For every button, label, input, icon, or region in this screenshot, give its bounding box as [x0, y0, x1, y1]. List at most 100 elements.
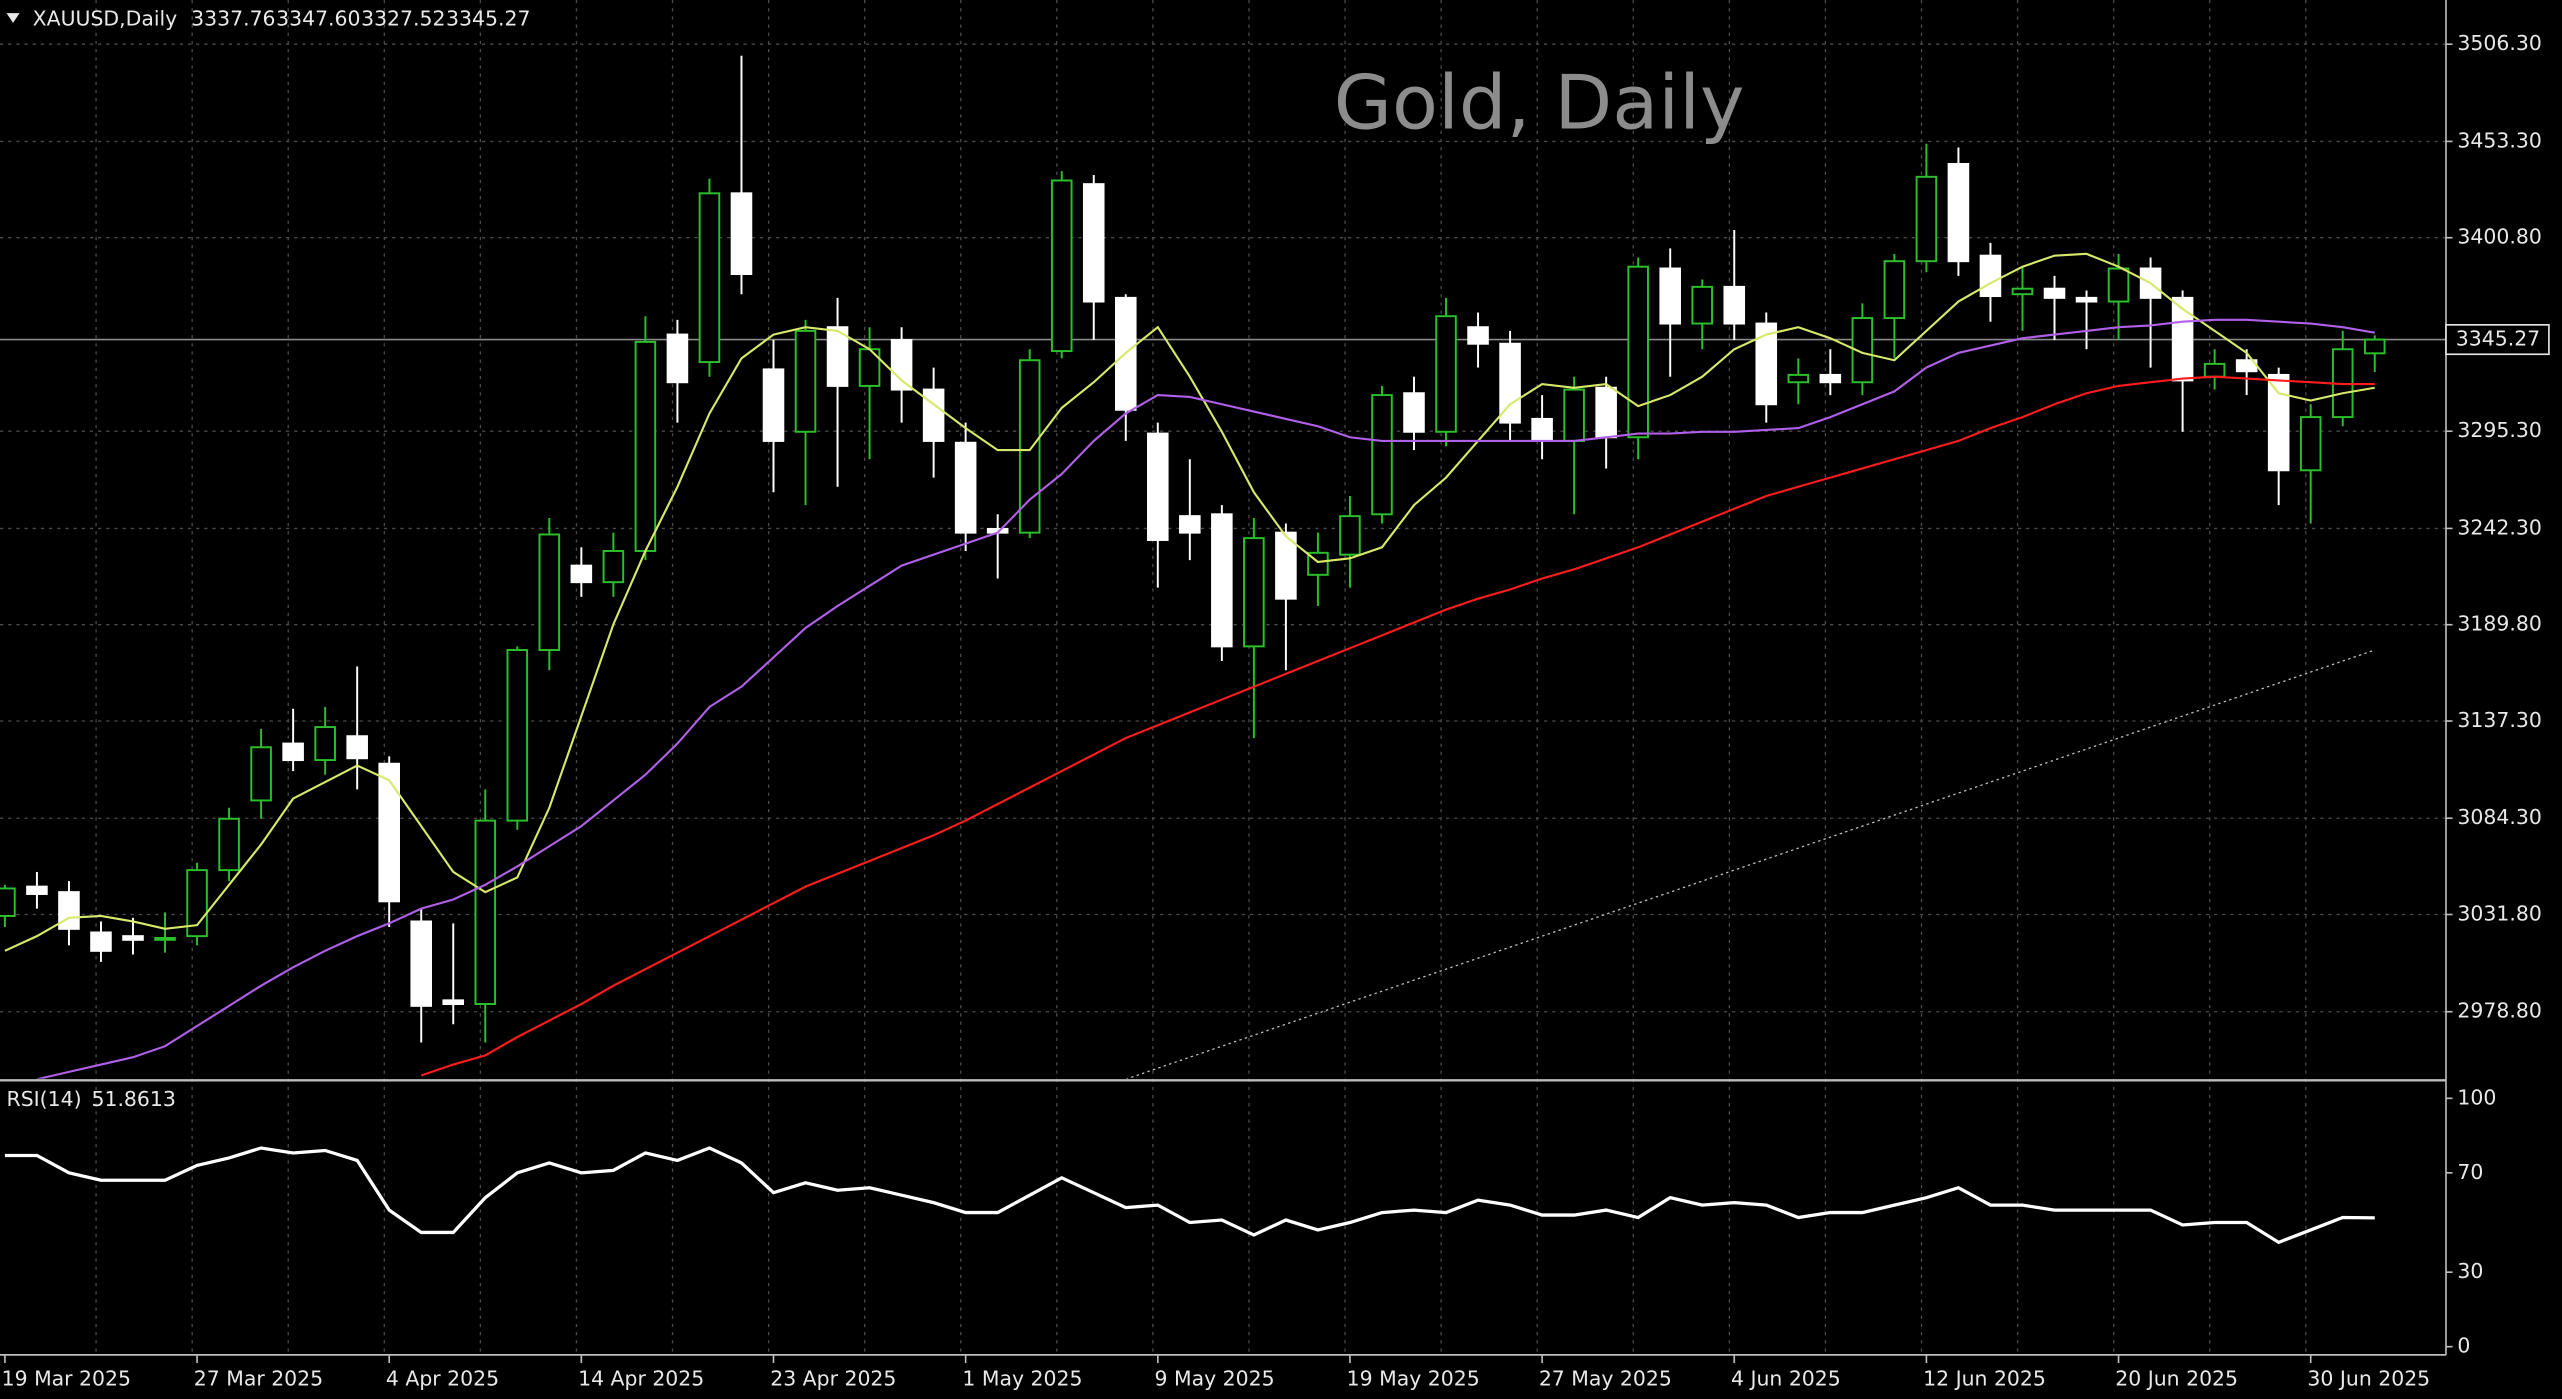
candle-body — [602, 550, 625, 584]
current-price-tag — [2445, 324, 2550, 356]
x-tick-label: 14 Apr 2025 — [578, 1366, 704, 1390]
candle-body — [442, 999, 465, 1005]
header-low: 3327.52 — [361, 7, 445, 31]
candle-body — [1499, 342, 1521, 424]
x-tick-label: 20 Jun 2025 — [2115, 1366, 2238, 1390]
x-tick-label: 4 Jun 2025 — [1731, 1366, 1841, 1390]
candle-body — [1915, 175, 1938, 263]
y-tick-label: 3242.30 — [2457, 515, 2541, 539]
candle-body — [1467, 326, 1489, 345]
y-tick-label: 3031.80 — [2457, 902, 2541, 926]
candle-body — [346, 735, 368, 760]
current-price-label: 3345.27 — [2456, 327, 2540, 351]
candle-body — [1627, 265, 1649, 439]
header-high: 3347.60 — [276, 7, 360, 31]
candle-body — [250, 746, 272, 802]
candle-body — [2363, 338, 2386, 355]
candle-body — [794, 329, 817, 433]
chart-title: Gold, Daily — [1334, 58, 1745, 146]
candle-body — [1659, 267, 1681, 325]
candle-body — [0, 887, 16, 917]
candle-body — [2107, 267, 2130, 303]
candle-body — [1050, 179, 1073, 353]
y-tick-label: 3453.30 — [2457, 128, 2541, 152]
x-tick-label: 27 Mar 2025 — [194, 1366, 323, 1390]
x-tick-label: 19 May 2025 — [1347, 1366, 1480, 1390]
candle-body — [1979, 254, 2002, 298]
candle-body — [1147, 432, 1169, 541]
rsi-y-tick-label: 30 — [2457, 1259, 2483, 1283]
candle-body — [538, 533, 561, 652]
candle-body — [1435, 315, 1457, 433]
x-tick-label: 19 Mar 2025 — [2, 1366, 131, 1390]
candle-body — [410, 920, 433, 1007]
rsi-y-tick-label: 0 — [2457, 1334, 2470, 1358]
candle-body — [90, 931, 112, 952]
symbol: XAUUSD,Daily — [33, 7, 178, 31]
candle-body — [1851, 317, 1874, 384]
candle-body — [122, 935, 144, 941]
rsi-label: RSI(14) — [7, 1087, 82, 1111]
candle-body — [1179, 515, 1201, 534]
y-tick-label: 3189.80 — [2457, 612, 2541, 636]
candle-body — [730, 192, 753, 276]
candle-body — [1947, 162, 1970, 263]
candle-body — [474, 819, 497, 1005]
candle-body — [1371, 394, 1393, 516]
indicator-line — [36, 318, 2375, 1079]
candle-body — [2267, 373, 2290, 472]
candle-body — [154, 937, 176, 941]
header-close: 3345.27 — [446, 7, 530, 31]
y-tick-label: 3084.30 — [2457, 805, 2541, 829]
candle-body — [570, 564, 593, 584]
candle-body — [666, 333, 689, 384]
candle-body — [826, 326, 849, 387]
indicator-line — [4, 252, 2375, 952]
candle-body — [1339, 515, 1361, 556]
y-tick-label: 2978.80 — [2457, 999, 2541, 1023]
candle-body — [1243, 537, 1265, 648]
candle-body — [1018, 359, 1041, 534]
candle-body — [506, 649, 529, 822]
price-pane — [0, 55, 2446, 1079]
candle-body — [26, 885, 48, 895]
candle-body — [922, 388, 945, 442]
candle-body — [762, 368, 785, 442]
candle-body — [1595, 386, 1617, 439]
rsi-y-tick-label: 70 — [2457, 1160, 2483, 1184]
candle-body — [1819, 373, 1842, 384]
x-tick-label: 23 Apr 2025 — [770, 1366, 896, 1390]
candle-body — [2299, 416, 2322, 472]
candle-body — [1883, 260, 1906, 320]
x-tick-label: 12 Jun 2025 — [1923, 1366, 2046, 1390]
rsi-line — [4, 1146, 2375, 1245]
candle-body — [1755, 322, 1778, 406]
candle-body — [1531, 417, 1553, 442]
y-tick-label: 3295.30 — [2457, 418, 2541, 442]
rsi-value: 51.8613 — [92, 1087, 176, 1111]
candle-body — [634, 340, 657, 552]
candle-body — [1563, 388, 1585, 442]
y-tick-label: 3400.80 — [2457, 225, 2541, 249]
rsi-pane — [4, 1146, 2375, 1245]
candle-body — [1275, 531, 1297, 600]
y-tick-label: 3506.30 — [2457, 31, 2541, 55]
candle-body — [890, 339, 913, 391]
candle-body — [2203, 362, 2226, 378]
x-tick-label: 4 Apr 2025 — [386, 1366, 499, 1390]
candle-body — [58, 891, 80, 930]
header-open: 3337.76 — [191, 7, 275, 31]
candle-body — [698, 192, 721, 364]
candle-body — [282, 742, 304, 762]
x-tick-label: 1 May 2025 — [962, 1366, 1082, 1390]
x-tick-label: 30 Jun 2025 — [2307, 1366, 2430, 1390]
symbol-menu-arrow[interactable] — [6, 13, 20, 23]
x-tick-label: 9 May 2025 — [1155, 1366, 1275, 1390]
indicator-line — [420, 375, 2375, 1077]
candle-body — [1211, 513, 1233, 648]
x-tick-label: 27 May 2025 — [1539, 1366, 1672, 1390]
candle-body — [1723, 285, 1746, 325]
